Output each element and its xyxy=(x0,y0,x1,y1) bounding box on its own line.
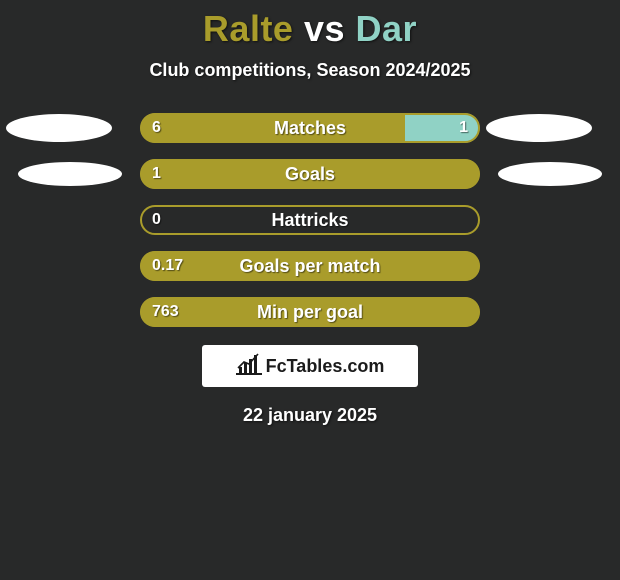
date-text: 22 january 2025 xyxy=(0,405,620,426)
bar-segment-player1 xyxy=(140,159,480,189)
chart-icon xyxy=(236,353,262,380)
player2-marker xyxy=(498,162,602,186)
value-right: 1 xyxy=(459,113,468,143)
player2-marker xyxy=(486,114,592,142)
brand-badge: FcTables.com xyxy=(202,345,418,387)
value-left: 0.17 xyxy=(152,251,183,281)
value-left: 0 xyxy=(152,205,161,235)
brand-text: FcTables.com xyxy=(266,356,385,377)
bar-segment-player1 xyxy=(140,113,405,143)
vs-text: vs xyxy=(304,8,345,49)
bar-segment-player1 xyxy=(140,251,480,281)
bar-track xyxy=(140,297,480,327)
bar-track xyxy=(140,159,480,189)
stat-rows: 61Matches1Goals0Hattricks0.17Goals per m… xyxy=(0,113,620,327)
player1-name: Ralte xyxy=(203,8,294,49)
player1-marker xyxy=(6,114,112,142)
bar-track xyxy=(140,113,480,143)
stat-row: 0Hattricks xyxy=(0,205,620,235)
bar-track xyxy=(140,205,480,235)
bar-segment-player2 xyxy=(405,113,480,143)
player2-name: Dar xyxy=(356,8,418,49)
bar-segment-player1 xyxy=(140,297,480,327)
player1-marker xyxy=(18,162,122,186)
value-left: 763 xyxy=(152,297,179,327)
comparison-infographic: Ralte vs Dar Club competitions, Season 2… xyxy=(0,0,620,580)
stat-row: 0.17Goals per match xyxy=(0,251,620,281)
stat-row: 763Min per goal xyxy=(0,297,620,327)
value-left: 6 xyxy=(152,113,161,143)
page-title: Ralte vs Dar xyxy=(0,0,620,50)
value-left: 1 xyxy=(152,159,161,189)
subtitle: Club competitions, Season 2024/2025 xyxy=(0,60,620,81)
bar-track xyxy=(140,251,480,281)
